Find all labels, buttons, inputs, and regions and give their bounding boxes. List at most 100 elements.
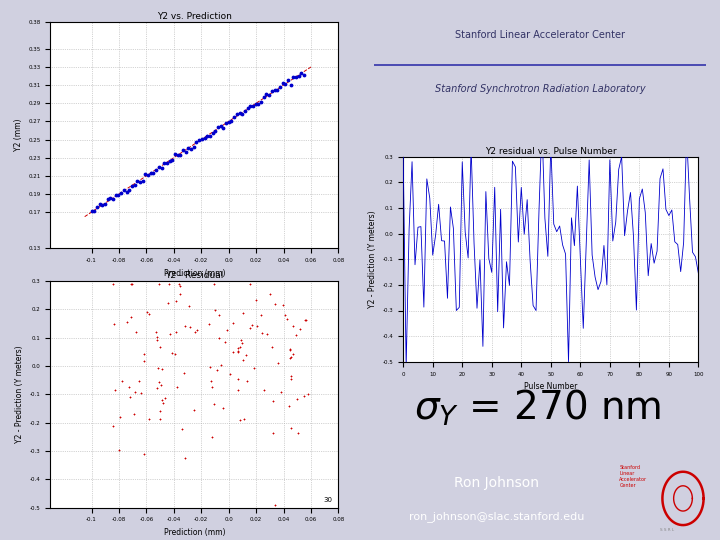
Point [177,146,189,154]
Point [115,189,127,198]
Point [269,501,280,509]
Point [126,182,138,191]
X-axis label: Pulse Number: Pulse Number [524,382,577,391]
Point [117,376,128,385]
Text: 30: 30 [324,497,333,503]
Text: Stanford
Linear
Accelerator
Center: Stanford Linear Accelerator Center [619,465,647,488]
Point [171,296,182,305]
Point [196,134,207,143]
Point [183,144,194,152]
Point [224,369,235,378]
Point [153,279,165,288]
Point [118,186,130,195]
Point [233,347,244,355]
Point [108,320,120,329]
Point [228,112,240,121]
Point [215,361,227,369]
Point [266,342,278,351]
Point [210,127,221,136]
Point [294,325,305,333]
Point [231,110,243,119]
Point [264,90,275,99]
Point [162,299,174,308]
Text: Ron Johnson: Ron Johnson [454,476,539,490]
Text: ron_johnson@slac.stanford.edu: ron_johnson@slac.stanford.edu [409,511,585,522]
Point [208,400,220,408]
Point [138,356,150,365]
Point [174,290,186,299]
Point [166,156,178,164]
Point [234,343,246,352]
Point [148,169,159,178]
Point [234,109,246,117]
Point [240,351,251,360]
Point [247,102,258,110]
Point [281,315,292,323]
X-axis label: Prediction (mm): Prediction (mm) [163,269,225,278]
Point [114,413,126,421]
Point [184,302,195,310]
Point [225,116,237,125]
Point [228,319,239,328]
Text: Stanford Synchrotron Radiation Laboratory: Stanford Synchrotron Radiation Laborator… [435,84,645,94]
Point [161,159,173,167]
Point [135,388,147,397]
Point [238,414,250,423]
Point [241,376,253,385]
Y-axis label: Y2 (mm): Y2 (mm) [14,119,23,151]
Point [267,428,279,437]
Point [227,347,238,356]
Point [138,349,150,358]
Point [185,145,197,154]
Point [156,164,167,172]
Point [261,330,273,339]
Point [258,92,269,101]
Point [244,279,256,288]
Point [125,279,136,288]
Point [217,124,229,132]
Point [129,181,140,190]
Point [246,321,258,329]
Point [302,389,314,398]
Point [156,365,168,374]
Point [153,163,165,172]
Title: Y2 residual vs. Pulse Number: Y2 residual vs. Pulse Number [485,147,616,156]
Point [123,186,135,194]
Point [207,433,218,442]
Point [248,363,259,372]
Point [123,383,135,391]
Point [188,143,199,151]
Title: Y2 - Residual: Y2 - Residual [165,271,224,280]
Point [174,151,186,159]
Point [285,372,297,381]
Point [256,98,267,106]
Point [232,347,243,356]
Point [179,454,191,462]
Point [121,188,132,197]
Point [122,318,133,326]
Point [192,325,203,334]
Point [150,166,162,174]
Point [271,86,283,94]
Point [261,90,272,98]
Point [171,382,183,391]
Point [204,132,216,140]
Point [158,399,169,408]
Point [137,176,148,185]
Point [94,200,105,208]
Point [108,421,120,430]
Point [134,177,145,186]
Point [210,306,221,314]
Point [128,410,140,418]
Point [89,206,100,215]
Point [176,424,187,433]
Point [156,396,168,404]
Point [143,415,155,423]
Point [245,101,256,110]
Point [251,322,263,330]
Point [152,364,163,373]
Point [235,416,246,424]
Point [283,402,294,410]
Point [235,335,247,344]
Point [284,346,296,354]
